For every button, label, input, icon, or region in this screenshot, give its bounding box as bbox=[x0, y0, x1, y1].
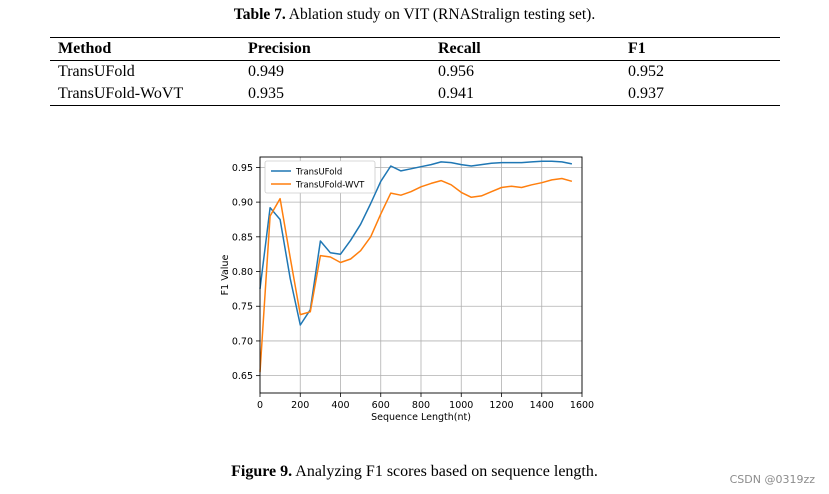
y-axis-label: F1 Value bbox=[220, 255, 231, 296]
y-tick-label: 0.75 bbox=[232, 302, 253, 313]
cell-method: TransUFold-WoVT bbox=[50, 83, 240, 106]
figure-caption: Figure 9. Analyzing F1 scores based on s… bbox=[0, 463, 829, 481]
watermark: CSDN @0319zz bbox=[729, 473, 815, 486]
y-tick-label: 0.85 bbox=[232, 232, 253, 243]
table-caption-text: Ablation study on VIT (RNAStralign testi… bbox=[285, 6, 596, 23]
cell-method: TransUFold bbox=[58, 63, 135, 80]
cell-f1: 0.952 bbox=[628, 63, 664, 80]
table-row: TransUFold-WoVT 0.935 0.941 0.937 bbox=[50, 83, 780, 106]
x-tick-label: 800 bbox=[412, 400, 430, 411]
x-tick-label: 400 bbox=[331, 400, 349, 411]
x-tick-label: 1400 bbox=[530, 400, 554, 411]
cell-precision: 0.949 bbox=[248, 63, 284, 80]
x-tick-label: 1600 bbox=[570, 400, 594, 411]
legend-box bbox=[264, 160, 376, 194]
header-recall: Recall bbox=[430, 37, 620, 61]
y-tick-label: 0.90 bbox=[232, 198, 253, 209]
x-tick-label: 0 bbox=[257, 400, 263, 411]
y-tick-label: 0.70 bbox=[232, 336, 253, 347]
x-axis-label: Sequence Length(nt) bbox=[371, 412, 471, 423]
x-tick-label: 200 bbox=[291, 400, 309, 411]
figure-caption-text: Analyzing F1 scores based on sequence le… bbox=[292, 463, 598, 480]
cell-recall: 0.941 bbox=[430, 83, 620, 106]
x-tick-label: 600 bbox=[372, 400, 390, 411]
header-method: Method bbox=[50, 37, 240, 61]
series-line-1 bbox=[259, 177, 573, 373]
cell-f1: 0.937 bbox=[620, 83, 780, 106]
legend-label-0: TransUFold bbox=[295, 168, 342, 178]
y-tick-label: 0.80 bbox=[232, 267, 253, 278]
table-row: TransUFold 0.949 0.956 0.952 bbox=[50, 61, 780, 84]
cell-precision: 0.935 bbox=[240, 83, 430, 106]
x-tick-label: 1000 bbox=[449, 400, 473, 411]
table-header-row: Method Precision Recall F1 bbox=[50, 37, 780, 61]
y-tick-label: 0.65 bbox=[232, 371, 253, 382]
table-caption-label: Table 7. bbox=[233, 6, 286, 23]
x-tick-label: 1200 bbox=[489, 400, 513, 411]
figure-caption-label: Figure 9. bbox=[231, 463, 293, 480]
ablation-table: Method Precision Recall F1 TransUFold 0.… bbox=[50, 37, 780, 106]
header-precision: Precision bbox=[240, 37, 430, 61]
cell-recall: 0.956 bbox=[438, 63, 474, 80]
header-f1: F1 bbox=[620, 37, 780, 61]
legend-label-1: TransUFold-WVT bbox=[295, 181, 365, 191]
y-tick-label: 0.95 bbox=[232, 163, 253, 174]
table-caption: Table 7. Ablation study on VIT (RNAStral… bbox=[0, 6, 829, 24]
